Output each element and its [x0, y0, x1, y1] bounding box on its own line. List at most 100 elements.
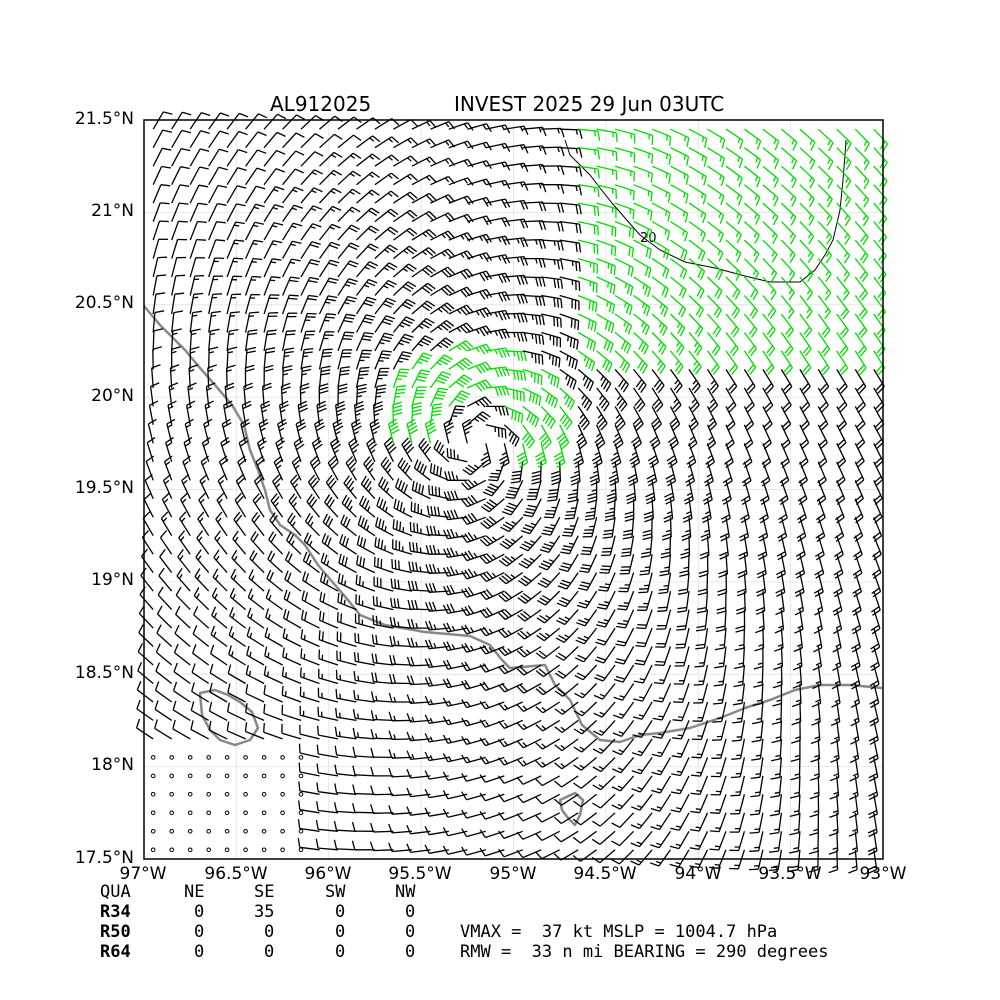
wind-barb — [370, 729, 394, 740]
r34-sw: 0 — [335, 902, 346, 922]
wind-barb — [227, 683, 246, 703]
wind-barb — [226, 257, 244, 278]
contour-line-20 — [564, 139, 847, 283]
wind-barb — [406, 418, 419, 444]
wind-barb — [780, 295, 795, 320]
wind-barb — [485, 291, 511, 302]
wind-barb — [762, 424, 772, 450]
wind-barb — [172, 700, 191, 721]
wind-barb — [830, 738, 840, 763]
wind-barb — [651, 147, 672, 165]
wind-barb — [541, 202, 565, 213]
wind-barb — [281, 365, 293, 388]
wind-barb — [578, 257, 598, 274]
wind-barb — [428, 485, 449, 500]
wind-barb — [731, 738, 746, 760]
calm-marker — [261, 755, 267, 760]
wind-barb — [406, 731, 431, 742]
wind-barb — [633, 239, 652, 259]
wind-barb — [817, 369, 830, 394]
wind-barb — [407, 580, 431, 592]
wind-barb — [614, 165, 635, 182]
calm-marker — [169, 773, 174, 779]
wind-barb — [356, 189, 380, 204]
wind-barb — [538, 424, 552, 450]
wind-barb — [244, 722, 265, 740]
wind-barb — [205, 382, 216, 407]
wind-barb — [828, 849, 839, 874]
wind-barb — [769, 812, 783, 835]
wind-barb — [193, 606, 210, 629]
wind-barb — [754, 628, 765, 652]
wind-barb — [482, 479, 505, 497]
wind-barb — [195, 549, 210, 574]
wind-barb — [371, 634, 394, 648]
wind-barb — [633, 313, 650, 336]
wind-barb — [526, 480, 542, 501]
wind-barb — [363, 456, 376, 481]
wind-barb — [263, 329, 277, 352]
wind-barb — [870, 609, 881, 635]
wind-barb — [418, 437, 432, 463]
wind-barb — [633, 165, 653, 183]
wind-barb — [223, 400, 234, 425]
wind-barb — [161, 492, 173, 518]
wind-barb — [226, 721, 246, 740]
wind-barb — [299, 686, 320, 703]
wind-barb — [670, 147, 690, 166]
wind-barb — [345, 455, 358, 481]
wind-barb — [210, 625, 228, 648]
wind-barb — [522, 368, 543, 385]
wind-barb — [799, 424, 810, 450]
wind-barb — [796, 517, 807, 542]
wind-barb — [559, 239, 582, 253]
wind-barb — [772, 683, 783, 707]
calm-marker — [298, 755, 304, 760]
calm-marker — [243, 755, 248, 760]
wind-barb — [635, 627, 653, 648]
wind-barb — [817, 221, 833, 245]
wind-barb — [780, 387, 792, 413]
wind-barb — [448, 158, 474, 168]
wind-barb — [220, 437, 231, 463]
wind-barb — [281, 347, 295, 370]
wind-barb — [670, 295, 687, 318]
row-label-r64: R64 — [100, 942, 131, 962]
wind-barb — [426, 505, 449, 518]
wind-barb — [633, 350, 648, 374]
wind-barb — [332, 418, 344, 444]
wind-barb — [461, 624, 486, 635]
wind-barb — [633, 276, 652, 297]
wind-barb — [573, 719, 598, 735]
wind-barb — [630, 812, 653, 830]
wind-barb — [572, 812, 597, 826]
wind-barb — [316, 744, 339, 759]
wind-barb — [671, 738, 690, 758]
wind-barb — [730, 775, 746, 797]
lat-label-20: 20°N — [91, 386, 134, 406]
wind-barb — [189, 238, 207, 259]
wind-barb — [281, 685, 302, 703]
wind-barb — [461, 754, 486, 764]
calm-marker — [261, 829, 267, 834]
wind-barb — [448, 286, 474, 298]
wind-barb — [829, 794, 839, 819]
wind-barb — [298, 800, 320, 814]
wind-barb — [143, 492, 154, 518]
wind-barb — [614, 220, 635, 239]
wind-barb — [374, 279, 397, 296]
wind-barb — [741, 461, 752, 487]
wind-barb — [411, 300, 436, 315]
wind-barb — [208, 130, 229, 149]
calm-marker — [298, 810, 304, 816]
wind-barb — [696, 591, 709, 614]
wind-barb — [707, 165, 725, 187]
wind-barb — [152, 346, 162, 370]
wind-barb — [154, 681, 173, 703]
wind-barb — [208, 328, 220, 351]
wind-barb — [596, 406, 608, 431]
wind-barb — [619, 554, 635, 575]
wind-barb — [729, 831, 746, 852]
wind-barb — [208, 166, 228, 186]
wind-barb — [354, 613, 376, 629]
